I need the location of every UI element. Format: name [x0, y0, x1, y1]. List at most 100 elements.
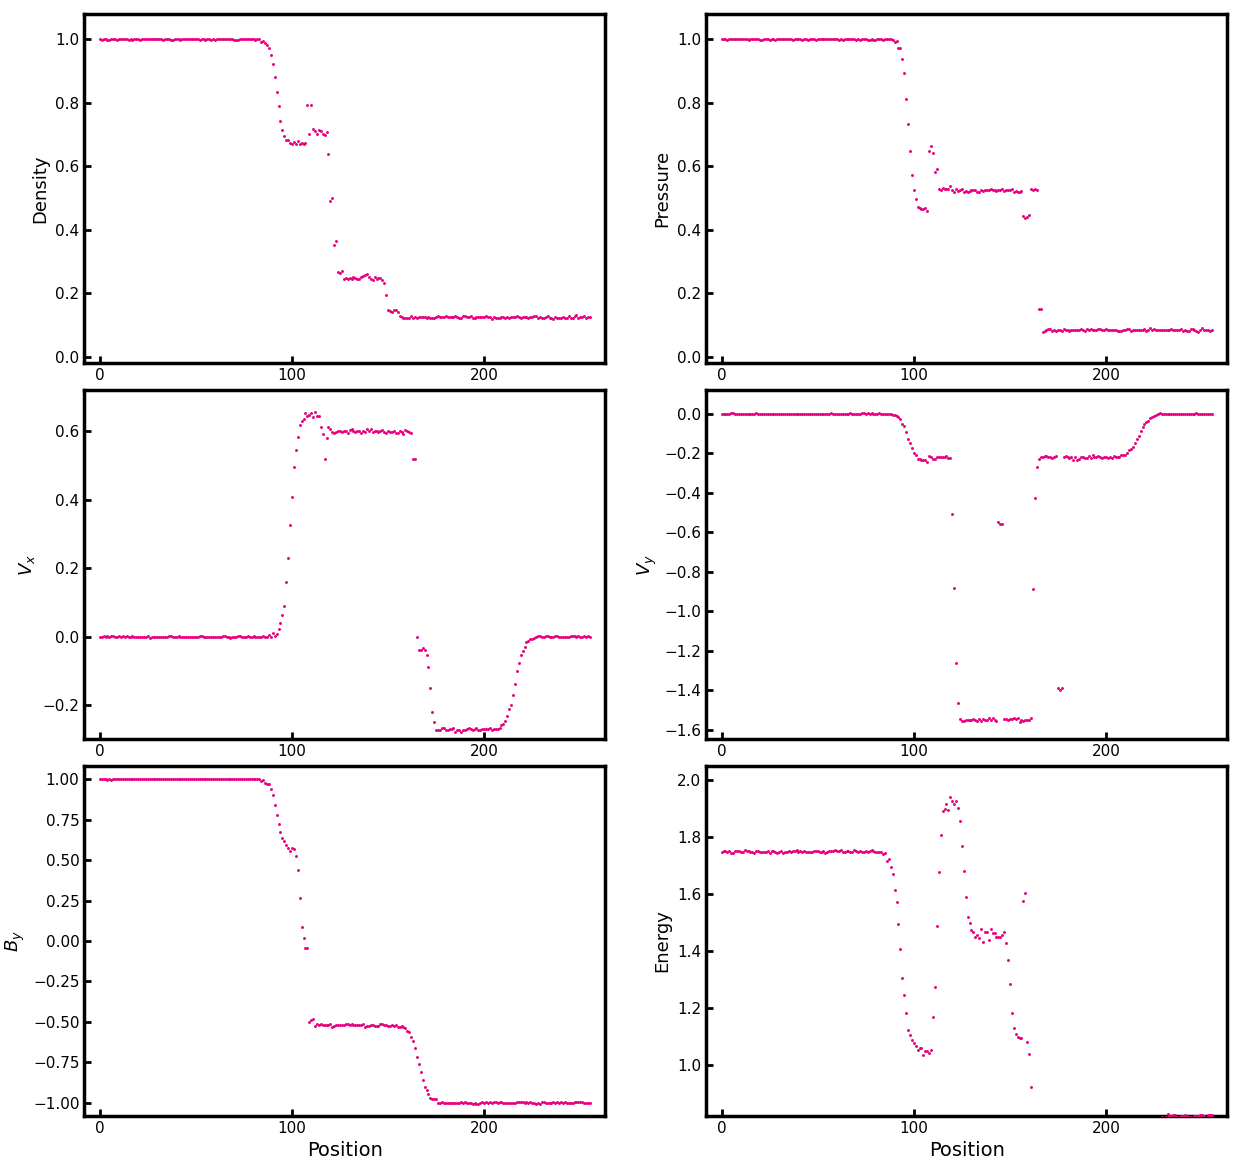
Point	[1005, 182, 1025, 201]
Point	[983, 924, 1003, 943]
Point	[1140, 319, 1160, 338]
Point	[338, 424, 357, 443]
Point	[1098, 448, 1118, 467]
Point	[830, 404, 850, 423]
Point	[1085, 321, 1104, 339]
Point	[910, 1039, 930, 1058]
Point	[432, 1093, 452, 1112]
Point	[488, 720, 508, 738]
Point	[215, 627, 235, 646]
Point	[776, 31, 795, 49]
Point	[1077, 448, 1097, 467]
Point	[805, 842, 825, 861]
Point	[383, 1017, 403, 1035]
Point	[997, 933, 1016, 952]
Point	[359, 421, 379, 440]
Point	[253, 627, 273, 646]
Point	[102, 770, 122, 789]
Point	[745, 404, 764, 423]
Point	[130, 31, 150, 49]
Point	[333, 262, 352, 281]
Point	[120, 627, 140, 646]
Point	[748, 842, 768, 861]
Point	[565, 1093, 585, 1112]
Point	[1065, 447, 1085, 466]
Point	[1021, 708, 1041, 727]
Point	[769, 29, 789, 48]
Point	[205, 627, 225, 646]
Point	[257, 628, 277, 647]
Point	[917, 452, 937, 471]
Point	[371, 421, 391, 440]
Point	[217, 31, 237, 49]
Point	[867, 29, 887, 48]
Point	[1159, 404, 1179, 423]
Point	[895, 417, 915, 436]
Point	[1183, 321, 1203, 339]
Point	[781, 29, 800, 48]
Point	[392, 308, 412, 326]
Point	[923, 143, 943, 162]
Point	[246, 628, 266, 647]
Point	[144, 770, 164, 789]
Point	[524, 306, 544, 325]
Point	[313, 1016, 333, 1034]
Point	[815, 404, 835, 423]
Point	[967, 182, 987, 201]
Point	[397, 1023, 417, 1041]
Point	[320, 193, 340, 211]
Point	[469, 721, 489, 740]
Point	[243, 770, 263, 789]
Point	[169, 29, 189, 48]
Point	[230, 770, 249, 789]
Point	[965, 181, 985, 200]
Point	[767, 844, 787, 863]
Point	[952, 180, 972, 198]
Point	[815, 843, 835, 862]
Point	[362, 1016, 382, 1034]
Point	[141, 628, 161, 647]
Point	[347, 421, 367, 440]
Point	[453, 1093, 473, 1112]
Point	[182, 29, 202, 48]
Point	[447, 721, 467, 740]
Point	[1108, 322, 1128, 340]
Point	[912, 451, 932, 470]
Point	[1070, 450, 1090, 468]
Point	[716, 31, 736, 49]
Point	[316, 122, 336, 141]
Point	[1023, 579, 1042, 598]
Point	[886, 893, 906, 912]
Point	[226, 770, 246, 789]
Point	[536, 627, 556, 646]
Point	[984, 924, 1004, 943]
Point	[207, 628, 227, 647]
Point	[271, 823, 290, 842]
Point	[92, 627, 112, 646]
Point	[424, 309, 444, 328]
Point	[881, 858, 901, 877]
Point	[418, 1085, 438, 1104]
Point	[900, 141, 920, 160]
Point	[319, 1016, 339, 1034]
Point	[766, 404, 786, 423]
Point	[436, 1094, 455, 1113]
Point	[494, 1094, 514, 1113]
Point	[175, 29, 195, 48]
Point	[414, 308, 434, 326]
Point	[330, 1016, 350, 1034]
Point	[875, 29, 895, 48]
Point	[303, 1010, 323, 1028]
Point	[969, 929, 989, 947]
Point	[843, 405, 862, 424]
Point	[1131, 321, 1150, 339]
Point	[990, 929, 1010, 947]
Point	[791, 31, 810, 49]
Point	[1148, 321, 1168, 339]
Point	[217, 627, 237, 646]
Point	[515, 1094, 535, 1113]
Point	[330, 264, 350, 283]
Point	[155, 29, 175, 48]
Point	[910, 198, 930, 217]
Point	[1000, 181, 1020, 200]
